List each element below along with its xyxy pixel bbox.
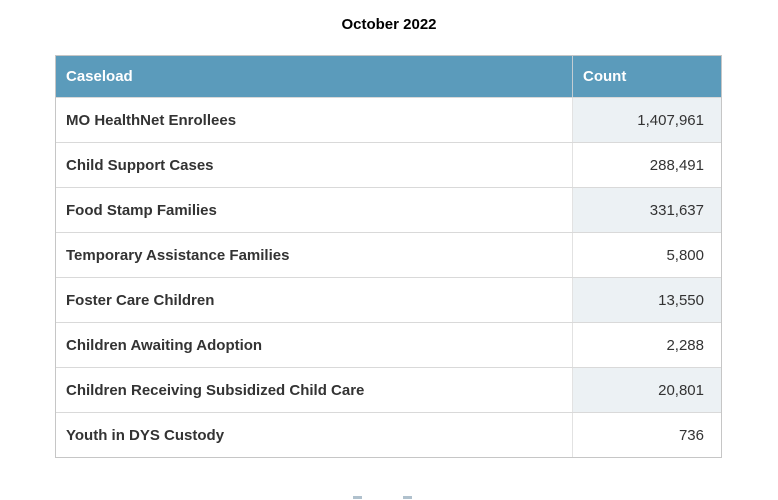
table-row: Foster Care Children 13,550 bbox=[56, 277, 721, 322]
header-cell-caseload: Caseload bbox=[56, 56, 573, 97]
count-cell: 1,407,961 bbox=[573, 98, 721, 142]
count-cell: 331,637 bbox=[573, 188, 721, 232]
caseload-cell: Child Support Cases bbox=[56, 143, 573, 187]
caseload-cell: Youth in DYS Custody bbox=[56, 413, 573, 457]
caseload-cell: MO HealthNet Enrollees bbox=[56, 98, 573, 142]
caseload-cell: Temporary Assistance Families bbox=[56, 233, 573, 277]
table-row: Children Receiving Subsidized Child Care… bbox=[56, 367, 721, 412]
table-row: MO HealthNet Enrollees 1,407,961 bbox=[56, 97, 721, 142]
table-row: Children Awaiting Adoption 2,288 bbox=[56, 322, 721, 367]
caseload-cell: Foster Care Children bbox=[56, 278, 573, 322]
caseload-table: Caseload Count MO HealthNet Enrollees 1,… bbox=[55, 55, 722, 458]
table-row: Youth in DYS Custody 736 bbox=[56, 412, 721, 457]
table-body: MO HealthNet Enrollees 1,407,961 Child S… bbox=[56, 97, 721, 457]
table-header-row: Caseload Count bbox=[56, 56, 721, 97]
page-title: October 2022 bbox=[341, 16, 437, 33]
cutoff-text-marks bbox=[0, 496, 778, 500]
caseload-cell: Food Stamp Families bbox=[56, 188, 573, 232]
count-cell: 5,800 bbox=[573, 233, 721, 277]
count-cell: 13,550 bbox=[573, 278, 721, 322]
table-row: Food Stamp Families 331,637 bbox=[56, 187, 721, 232]
count-cell: 2,288 bbox=[573, 323, 721, 367]
caseload-cell: Children Receiving Subsidized Child Care bbox=[56, 368, 573, 412]
table-row: Temporary Assistance Families 5,800 bbox=[56, 232, 721, 277]
header-cell-count: Count bbox=[583, 68, 627, 85]
count-cell: 736 bbox=[573, 413, 721, 457]
count-cell: 20,801 bbox=[573, 368, 721, 412]
table-row: Child Support Cases 288,491 bbox=[56, 142, 721, 187]
count-cell: 288,491 bbox=[573, 143, 721, 187]
caseload-cell: Children Awaiting Adoption bbox=[56, 323, 573, 367]
